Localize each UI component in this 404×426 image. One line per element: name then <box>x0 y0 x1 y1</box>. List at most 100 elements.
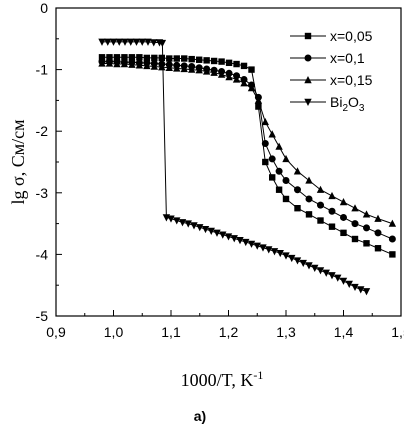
data-point <box>328 272 336 280</box>
data-point <box>270 248 279 256</box>
data-point <box>106 54 113 61</box>
data-point <box>173 55 180 62</box>
data-point <box>305 176 313 184</box>
data-point <box>351 220 359 228</box>
data-point <box>262 158 269 166</box>
data-point <box>362 210 371 218</box>
data-point <box>269 174 276 181</box>
x-tick-label: 0,9 <box>46 324 66 340</box>
data-point <box>135 61 144 69</box>
legend-marker <box>304 54 312 62</box>
y-axis-title: lg σ, См/см <box>8 120 28 205</box>
data-point <box>240 62 248 70</box>
data-point <box>213 229 221 237</box>
data-point <box>190 222 198 230</box>
legend-label: x=0,1 <box>330 50 365 66</box>
data-point <box>128 60 136 68</box>
data-point <box>247 240 256 248</box>
legend-marker <box>304 98 312 106</box>
data-point <box>374 229 382 237</box>
data-point <box>282 195 290 203</box>
legend-marker <box>304 32 312 40</box>
data-point <box>351 204 359 212</box>
data-point <box>240 79 248 87</box>
data-point <box>363 224 370 232</box>
data-point <box>261 140 269 148</box>
data-point <box>98 59 106 67</box>
data-point <box>242 238 250 247</box>
data-point <box>225 72 233 81</box>
data-point <box>158 54 165 62</box>
y-tick-label: -2 <box>36 123 49 139</box>
series-2 <box>98 59 397 227</box>
data-point <box>305 211 313 218</box>
legend-item: x=0,1 <box>290 50 365 66</box>
data-point <box>230 235 238 243</box>
data-point <box>178 219 187 227</box>
data-point <box>224 233 233 241</box>
x-axis-title: 1000/T, K-1 <box>181 368 264 390</box>
data-point <box>180 64 188 73</box>
data-point <box>247 84 256 92</box>
data-point <box>195 66 203 74</box>
data-point <box>374 214 382 222</box>
y-tick-label: -3 <box>36 185 49 201</box>
data-point <box>195 56 203 63</box>
data-point <box>128 54 136 61</box>
y-tick-label: 0 <box>40 0 48 16</box>
data-point <box>363 240 370 247</box>
series-0 <box>98 54 396 258</box>
data-point <box>282 154 290 163</box>
data-point <box>311 264 319 272</box>
legend-item: Bi2O3 <box>290 94 365 114</box>
data-point <box>136 54 143 61</box>
data-point <box>210 57 218 65</box>
data-point <box>196 224 204 232</box>
data-point <box>173 64 181 72</box>
data-point <box>334 274 342 282</box>
data-point <box>275 186 283 193</box>
data-point <box>121 38 129 46</box>
data-point <box>201 225 210 234</box>
data-point <box>339 277 348 285</box>
data-point <box>253 242 261 250</box>
figure-caption: a) <box>194 408 206 424</box>
data-point <box>268 155 276 163</box>
data-point <box>316 267 325 275</box>
data-point <box>158 39 167 48</box>
legend-marker <box>304 76 312 84</box>
x-tick-label: 1,3 <box>276 324 296 340</box>
data-point <box>98 54 106 61</box>
data-point <box>293 167 302 175</box>
data-point <box>132 38 141 46</box>
data-point <box>351 235 359 243</box>
data-point <box>261 117 269 126</box>
data-point <box>299 259 307 268</box>
data-point <box>203 57 210 64</box>
legend-item: x=0,15 <box>290 72 373 88</box>
data-point <box>166 55 173 62</box>
data-point <box>109 38 118 46</box>
data-point <box>121 54 128 61</box>
data-point <box>340 229 347 237</box>
data-point <box>151 54 158 62</box>
data-point <box>104 38 112 46</box>
legend-item: x=0,05 <box>290 28 373 44</box>
data-point <box>233 60 240 68</box>
data-point <box>317 201 324 209</box>
legend: x=0,05 x=0,1 x=0,15 Bi2O3 <box>290 28 373 114</box>
x-axis: 0,9 1,0 1,1 1,2 1,3 1,4 1,5 <box>46 310 404 340</box>
data-point <box>388 219 397 227</box>
data-point <box>351 283 359 292</box>
data-point <box>259 244 267 252</box>
data-point <box>138 38 146 46</box>
data-point <box>374 245 382 252</box>
series-1 <box>98 58 396 243</box>
series-line <box>102 41 367 292</box>
data-point <box>328 207 336 215</box>
data-point <box>210 68 218 76</box>
data-point <box>236 237 244 245</box>
data-point <box>275 142 283 150</box>
data-point <box>282 176 290 184</box>
